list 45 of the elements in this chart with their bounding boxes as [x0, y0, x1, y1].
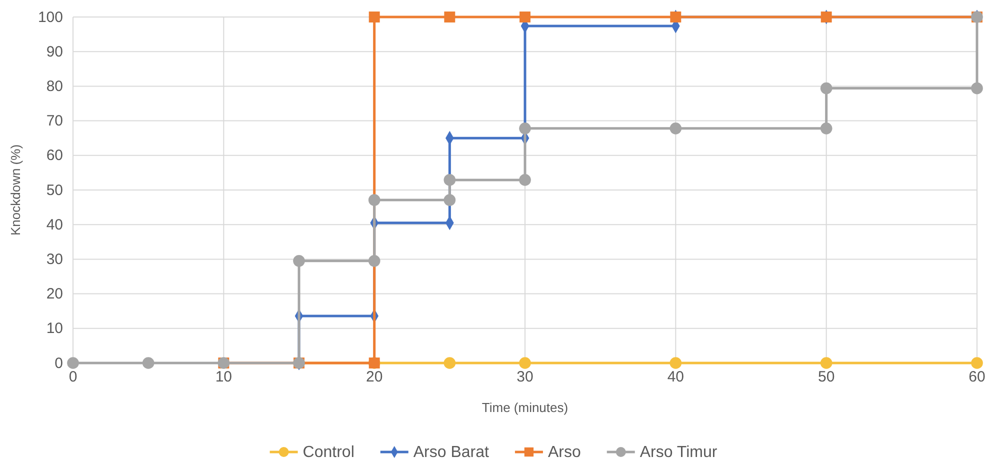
- x-tick-label: 0: [68, 368, 78, 386]
- point: [444, 357, 456, 369]
- point: [519, 122, 531, 134]
- y-tick-label: 60: [46, 147, 63, 164]
- y-tick-label: 90: [46, 43, 63, 60]
- point: [971, 82, 983, 94]
- point: [670, 122, 682, 134]
- y-tick-label: 70: [46, 112, 63, 130]
- point: [444, 194, 456, 206]
- point: [820, 357, 832, 369]
- x-tick-label: 10: [215, 368, 232, 386]
- point: [368, 255, 380, 267]
- point: [368, 12, 380, 22]
- y-tick-label: 100: [38, 8, 63, 26]
- y-tick-label: 30: [46, 251, 63, 268]
- x-tick-label: 20: [366, 368, 383, 386]
- point: [520, 12, 530, 22]
- point: [670, 357, 682, 369]
- y-tick-label: 80: [46, 78, 63, 95]
- point: [142, 357, 154, 369]
- point: [519, 174, 531, 186]
- point: [67, 357, 79, 369]
- point: [368, 194, 380, 206]
- point: [519, 357, 531, 369]
- point: [444, 12, 456, 22]
- legend-label: Control: [302, 444, 354, 461]
- x-axis-title: Time (minutes): [482, 400, 568, 415]
- point: [971, 357, 983, 369]
- y-tick-label: 10: [46, 320, 63, 338]
- point: [820, 82, 832, 94]
- y-tick-label: 0: [54, 354, 63, 372]
- point: [293, 255, 305, 267]
- x-tick-label: 40: [667, 368, 684, 386]
- point: [820, 122, 832, 134]
- point: [444, 174, 456, 186]
- x-tick-label: 60: [968, 368, 986, 386]
- y-tick-label: 40: [46, 216, 63, 234]
- x-tick-label: 30: [516, 368, 534, 386]
- legend-label: Arso: [548, 444, 581, 461]
- y-axis-title: Knockdown (%): [8, 144, 23, 236]
- x-tick-label: 50: [818, 368, 835, 386]
- y-tick-label: 50: [46, 182, 63, 199]
- legend-label: Arso Timur: [640, 444, 718, 461]
- y-tick-label: 20: [46, 286, 63, 303]
- legend-label: Arso Barat: [413, 444, 490, 461]
